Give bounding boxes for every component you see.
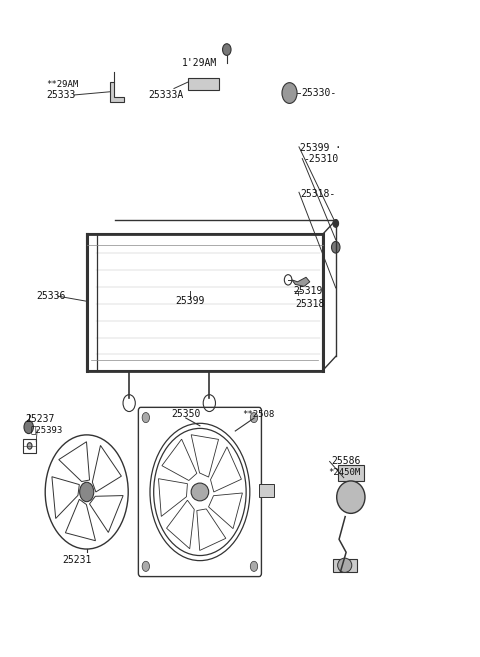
Polygon shape	[188, 78, 219, 90]
Circle shape	[284, 275, 292, 285]
Circle shape	[27, 443, 32, 449]
Polygon shape	[110, 82, 124, 102]
Circle shape	[80, 482, 94, 502]
Text: 25319: 25319	[293, 286, 322, 296]
Text: 25350: 25350	[171, 409, 201, 419]
Ellipse shape	[337, 558, 352, 572]
Circle shape	[250, 561, 258, 572]
Text: 25318-: 25318-	[300, 189, 336, 198]
Text: ‥25393: ‥25393	[30, 425, 62, 434]
Text: 25330-: 25330-	[301, 88, 336, 98]
Text: 25333: 25333	[47, 90, 76, 100]
Text: 25333A: 25333A	[148, 90, 183, 100]
Circle shape	[332, 241, 340, 253]
Polygon shape	[259, 484, 274, 497]
Text: 1'29AM: 1'29AM	[182, 58, 217, 68]
Ellipse shape	[336, 481, 365, 513]
Circle shape	[282, 83, 297, 103]
Circle shape	[24, 420, 34, 434]
Text: *2450M: *2450M	[329, 468, 361, 477]
Text: 25318: 25318	[296, 299, 325, 309]
Polygon shape	[292, 277, 310, 286]
Circle shape	[142, 413, 150, 422]
Text: **29AM: **29AM	[47, 80, 79, 89]
Circle shape	[142, 561, 150, 572]
Circle shape	[223, 44, 231, 55]
Text: 25336: 25336	[36, 291, 66, 301]
Text: 25399 ·: 25399 ·	[300, 143, 341, 153]
Circle shape	[333, 219, 338, 227]
Text: 25231: 25231	[62, 555, 92, 565]
Text: 25237: 25237	[25, 415, 55, 424]
Text: **2508: **2508	[242, 409, 275, 419]
Text: 25399: 25399	[176, 296, 205, 306]
Circle shape	[123, 395, 135, 411]
Polygon shape	[337, 464, 364, 481]
Circle shape	[250, 413, 258, 422]
Text: -25310: -25310	[304, 154, 339, 164]
Ellipse shape	[191, 483, 209, 501]
Polygon shape	[333, 558, 357, 572]
Circle shape	[203, 395, 216, 411]
Text: 25586: 25586	[331, 457, 360, 466]
